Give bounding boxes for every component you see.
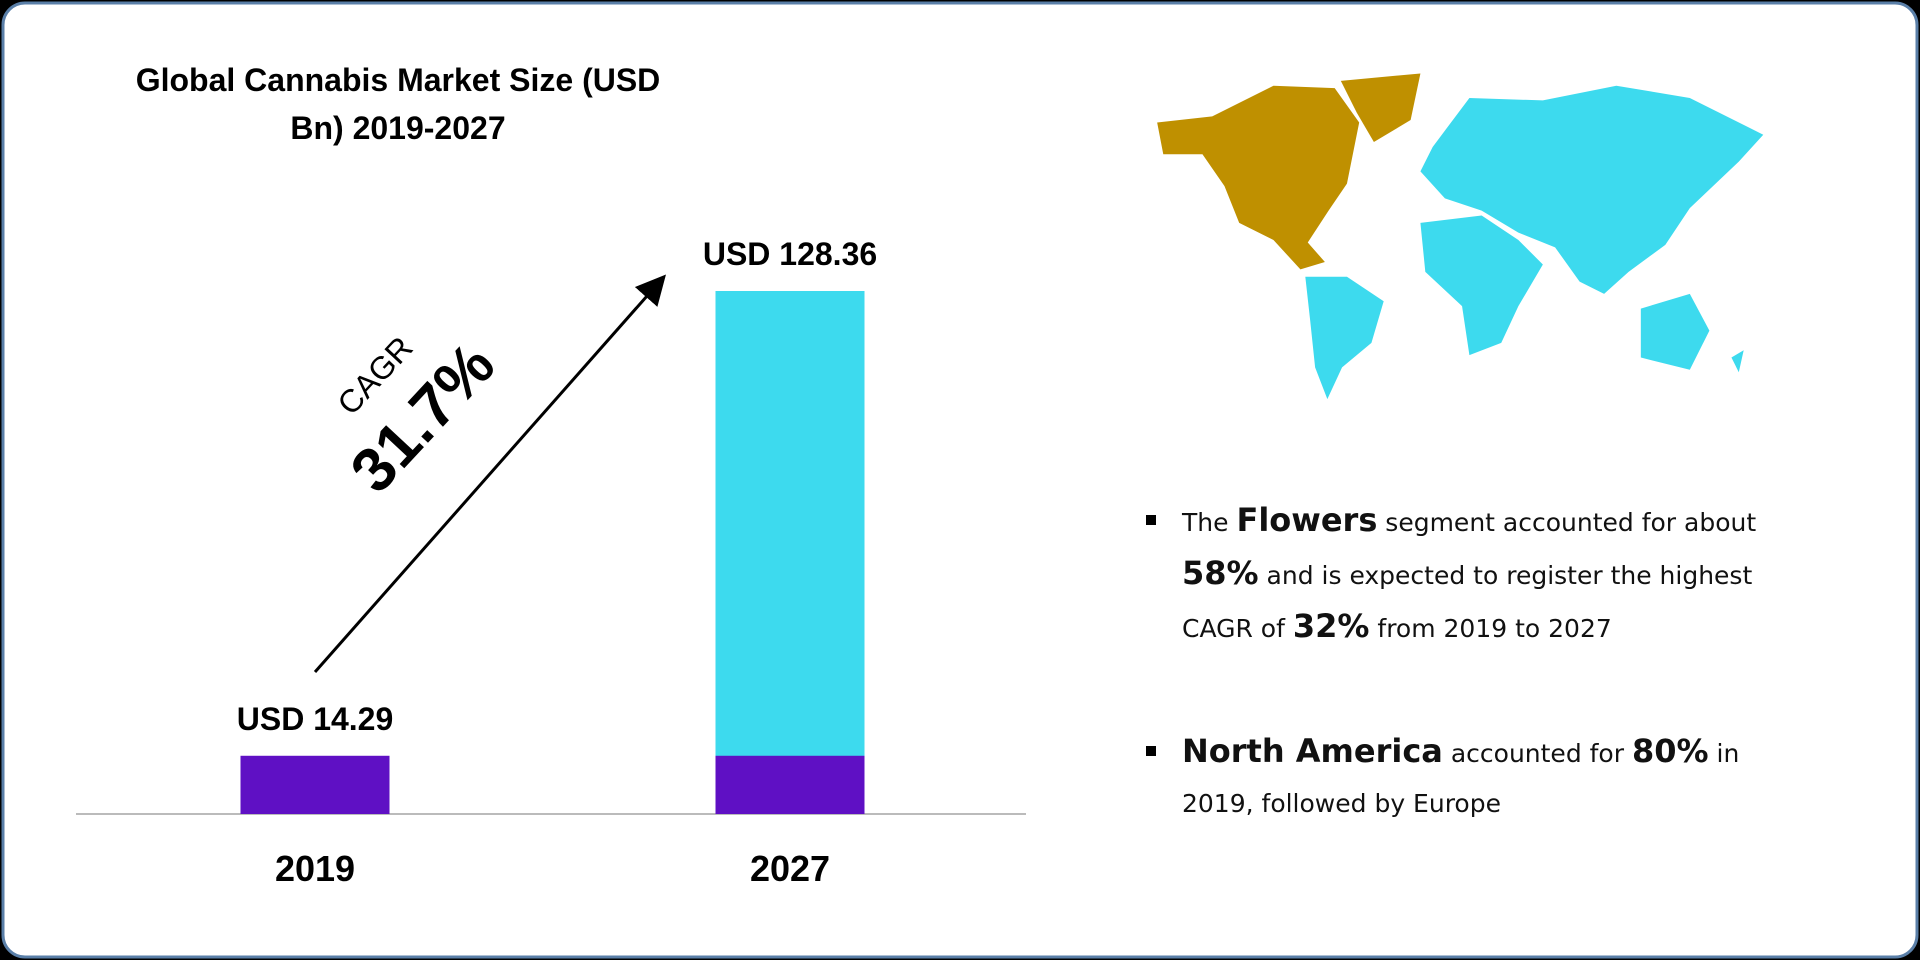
bar [240, 755, 390, 814]
world-map [1157, 73, 1764, 400]
highlight-text: and is expected to register the highest … [1182, 561, 1753, 643]
highlight: North America accounted for 80% in 2019,… [1146, 726, 1782, 829]
highlight-strong: 80% [1631, 732, 1709, 770]
value-label: USD 128.36 [703, 236, 877, 272]
category-label: 2019 [275, 848, 355, 889]
highlight-text: The [1182, 508, 1237, 537]
highlight-text: from 2019 to 2027 [1369, 614, 1612, 643]
base-segment [715, 755, 865, 814]
highlight-strong: 58% [1182, 554, 1259, 592]
highlight: The Flowers segment accounted for about … [1146, 495, 1782, 654]
highlight-strong: 32% [1292, 607, 1370, 645]
value-label: USD 14.29 [237, 701, 394, 737]
highlight-strong: Flowers [1236, 501, 1378, 539]
highlights: The Flowers segment accounted for about … [1146, 495, 1782, 901]
highlight-strong: North America [1182, 732, 1443, 770]
category-label: 2027 [750, 848, 830, 889]
growth-arrow [313, 274, 666, 673]
highlight-text: in 2019, followed by Europe [1182, 739, 1740, 818]
chart-title: Global Cannabis Market Size (USD Bn) 201… [135, 62, 661, 146]
highlight-text: segment accounted for about [1377, 508, 1757, 537]
bar [715, 291, 865, 814]
highlight-text: accounted for [1442, 739, 1632, 768]
